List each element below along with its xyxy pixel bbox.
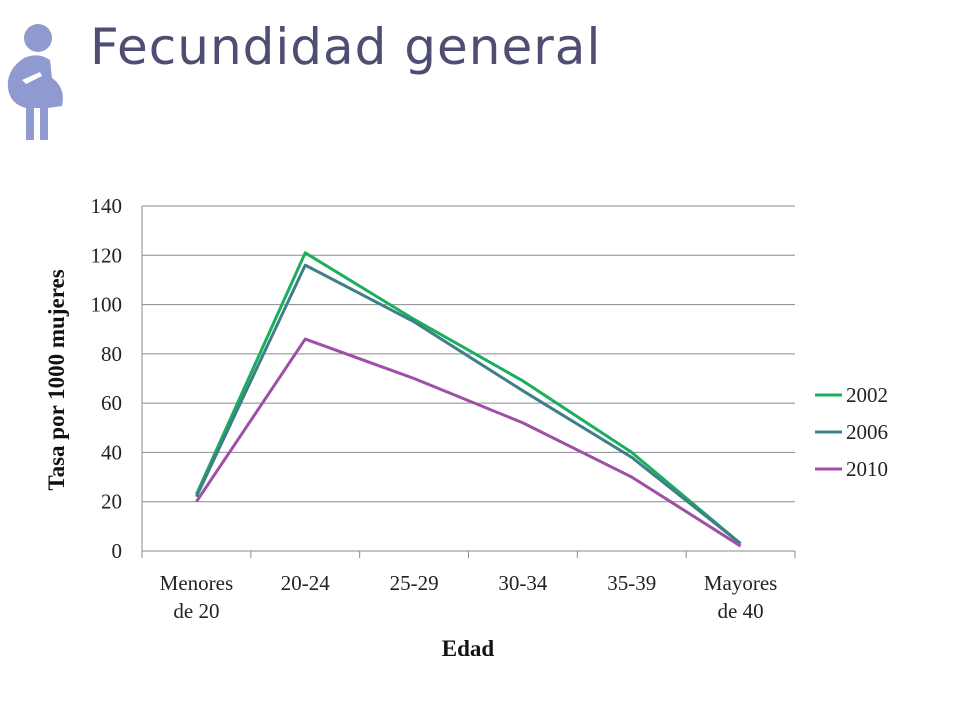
- y-tick-label: 140: [91, 194, 123, 218]
- x-tick-label: Menores de 20: [160, 571, 233, 623]
- y-tick-label: 40: [101, 440, 122, 464]
- legend-label-2010: 2010: [846, 457, 888, 481]
- x-tick-label: 25-29: [390, 571, 439, 595]
- y-tick-labels: 0 20 40 60 80 100 120 140: [91, 194, 123, 563]
- y-axis-title: Tasa por 1000 mujeres: [44, 269, 69, 490]
- y-tick-label: 60: [101, 391, 122, 415]
- legend: 2002 2006 2010: [815, 383, 888, 481]
- y-tick-label: 80: [101, 342, 122, 366]
- series-line-2006: [195, 263, 742, 545]
- legend-label-2006: 2006: [846, 420, 888, 444]
- series-lines: [195, 251, 742, 548]
- pregnant-woman-icon: [7, 24, 63, 140]
- y-tick-label: 120: [91, 243, 123, 267]
- gridlines: [142, 205, 795, 503]
- y-tick-label: 100: [91, 293, 123, 317]
- x-tick-label: Mayores de 40: [704, 571, 777, 623]
- x-tick-label: 20-24: [281, 571, 330, 595]
- y-tick-label: 20: [101, 490, 122, 514]
- x-tick-label: 35-39: [607, 571, 656, 595]
- slide-title: Fecundidad general: [90, 18, 602, 76]
- y-tick-label: 0: [112, 539, 123, 563]
- legend-label-2002: 2002: [846, 383, 888, 407]
- series-line-2002: [195, 251, 742, 545]
- axes: [141, 206, 796, 558]
- x-tick-label: 30-34: [498, 571, 547, 595]
- series-line-2010: [195, 337, 742, 548]
- x-tick-labels: Menores de 20 20-24 25-29 30-34 35-39 Mayores d…: [160, 571, 778, 623]
- x-axis-title: Edad: [442, 636, 495, 661]
